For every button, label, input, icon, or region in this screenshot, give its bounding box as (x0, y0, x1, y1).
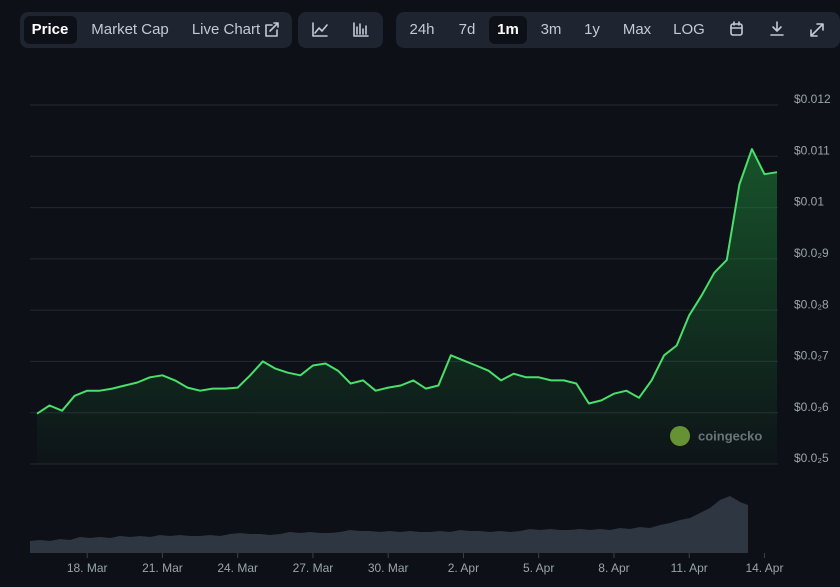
x-tick-label: 2. Apr (448, 561, 479, 575)
x-tick-label: 8. Apr (598, 561, 629, 575)
tab[interactable]: Market Cap (91, 21, 169, 38)
y-tick-label: $0.012 (794, 92, 831, 106)
range[interactable]: 1y (584, 21, 600, 38)
y-tick-label: $0.0₂7 (794, 349, 829, 363)
watermark: coingecko (698, 428, 762, 443)
x-tick-label: 24. Mar (217, 561, 258, 575)
price-line (36, 148, 778, 415)
range[interactable]: Max (623, 21, 652, 38)
bar-chart-icon[interactable] (353, 22, 369, 37)
x-tick-label: 14. Apr (745, 561, 783, 575)
y-tick-label: $0.01 (794, 195, 824, 209)
x-tick-label: 18. Mar (67, 561, 108, 575)
external-icon (265, 22, 279, 37)
y-tick-label: $0.0₂8 (794, 297, 829, 311)
x-tick-label: 21. Mar (142, 561, 183, 575)
calendar-icon[interactable] (730, 21, 743, 36)
range[interactable]: 1m (497, 21, 519, 38)
x-tick-label: 5. Apr (523, 561, 554, 575)
expand-icon[interactable] (810, 23, 824, 37)
range[interactable]: LOG (673, 21, 705, 38)
x-tick-label: 30. Mar (368, 561, 409, 575)
range[interactable]: 7d (459, 21, 476, 38)
tab-group (20, 12, 292, 48)
area-fill (37, 149, 777, 464)
volume-bars (30, 496, 748, 553)
logo (670, 426, 690, 446)
x-tick-label: 27. Mar (293, 561, 334, 575)
x-tick-label: 11. Apr (671, 561, 708, 575)
y-tick-label: $0.0₂5 (794, 451, 829, 465)
y-tick-label: $0.011 (794, 143, 830, 157)
tab[interactable]: Live Chart (192, 21, 261, 38)
range-selected (489, 16, 527, 44)
y-tick-label: $0.0₂6 (794, 400, 829, 414)
range[interactable]: 24h (409, 21, 434, 38)
icon-group (298, 12, 383, 48)
y-tick-label: $0.0₂9 (794, 246, 829, 260)
tab[interactable]: Price (32, 21, 69, 38)
download-icon[interactable] (770, 21, 784, 36)
range[interactable]: 3m (541, 21, 562, 38)
line-chart-icon[interactable] (312, 22, 328, 37)
tab-selected (24, 16, 77, 44)
